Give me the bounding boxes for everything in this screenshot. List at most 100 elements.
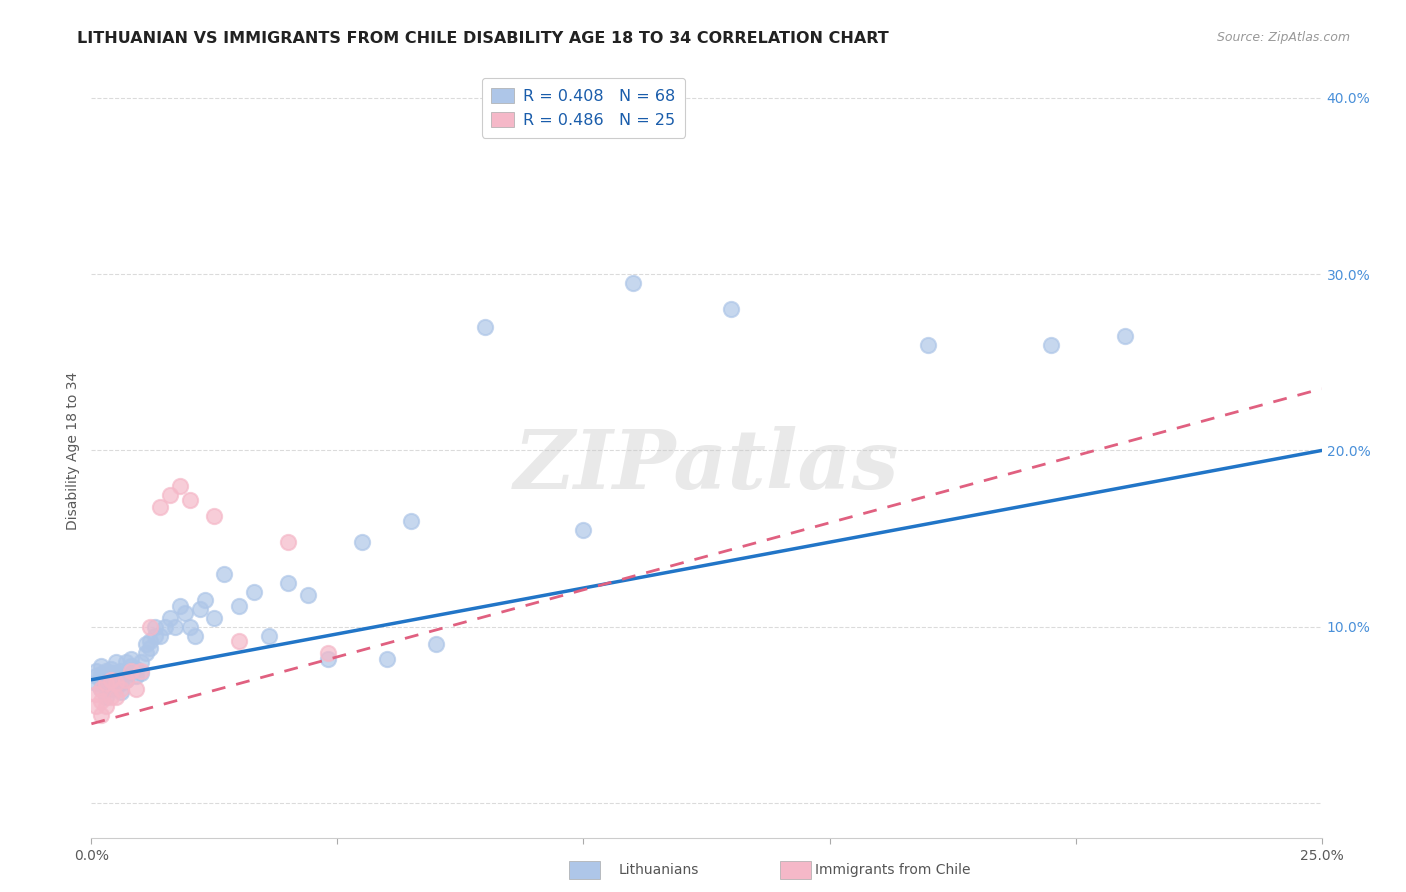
Point: [114, 665, 138, 680]
Point: [297, 588, 319, 602]
Point: [169, 479, 191, 493]
Point: [120, 651, 142, 665]
Point: [1039, 337, 1063, 351]
Point: [100, 665, 122, 680]
Point: [139, 640, 162, 655]
Point: [135, 637, 156, 651]
Point: [145, 629, 166, 643]
Point: [228, 599, 250, 613]
Point: [179, 492, 201, 507]
Point: [149, 629, 172, 643]
Point: [124, 669, 146, 683]
Point: [96, 690, 117, 705]
Text: ZIPatlas: ZIPatlas: [513, 426, 900, 506]
Point: [90, 673, 112, 687]
Point: [110, 685, 132, 699]
Point: [100, 690, 122, 705]
Point: [90, 694, 112, 708]
Point: [86, 664, 108, 678]
Text: LITHUANIAN VS IMMIGRANTS FROM CHILE DISABILITY AGE 18 TO 34 CORRELATION CHART: LITHUANIAN VS IMMIGRANTS FROM CHILE DISA…: [77, 31, 889, 46]
Point: [169, 599, 191, 613]
Point: [100, 669, 122, 683]
Point: [174, 606, 197, 620]
Point: [375, 651, 398, 665]
Point: [129, 665, 152, 680]
Point: [96, 676, 117, 690]
Point: [105, 680, 127, 694]
Legend: R = 0.408   N = 68, R = 0.486   N = 25: R = 0.408 N = 68, R = 0.486 N = 25: [482, 78, 685, 137]
Point: [110, 676, 132, 690]
Y-axis label: Disability Age 18 to 34: Disability Age 18 to 34: [66, 371, 80, 530]
Point: [86, 687, 108, 701]
Point: [105, 673, 127, 687]
Point: [139, 620, 162, 634]
Point: [1114, 328, 1136, 343]
Point: [114, 673, 138, 687]
Point: [135, 646, 156, 660]
Point: [110, 681, 132, 696]
Point: [124, 662, 146, 676]
Point: [153, 620, 177, 634]
Point: [621, 276, 644, 290]
Point: [105, 676, 127, 690]
Point: [188, 602, 211, 616]
Point: [474, 320, 496, 334]
Point: [277, 575, 299, 590]
Point: [90, 681, 112, 696]
Point: [917, 337, 939, 351]
Point: [257, 629, 280, 643]
Text: Lithuanians: Lithuanians: [619, 863, 699, 877]
Point: [86, 699, 108, 714]
Point: [139, 634, 162, 648]
Point: [114, 655, 138, 669]
Point: [159, 487, 181, 501]
Point: [96, 699, 117, 714]
Point: [86, 669, 108, 683]
Point: [110, 664, 132, 678]
Point: [105, 655, 127, 669]
Text: Immigrants from Chile: Immigrants from Chile: [815, 863, 972, 877]
Point: [149, 500, 172, 514]
Point: [105, 665, 127, 680]
Point: [228, 634, 250, 648]
Point: [163, 620, 186, 634]
Point: [145, 620, 166, 634]
Point: [105, 690, 127, 705]
Point: [90, 667, 112, 681]
Point: [425, 637, 447, 651]
Point: [129, 664, 152, 678]
Point: [90, 658, 112, 673]
Point: [316, 646, 339, 660]
Point: [202, 508, 225, 523]
Point: [193, 593, 217, 607]
Point: [720, 302, 742, 317]
Point: [120, 658, 142, 673]
Point: [90, 681, 112, 696]
Point: [124, 681, 146, 696]
Point: [90, 708, 112, 723]
Point: [129, 655, 152, 669]
Point: [114, 673, 138, 687]
Point: [183, 629, 207, 643]
Point: [277, 535, 299, 549]
Point: [242, 584, 264, 599]
Point: [100, 673, 122, 687]
Point: [352, 535, 374, 549]
Point: [96, 676, 117, 690]
Point: [212, 566, 235, 581]
Text: Source: ZipAtlas.com: Source: ZipAtlas.com: [1216, 31, 1350, 45]
Point: [110, 669, 132, 683]
Point: [159, 611, 181, 625]
Point: [86, 676, 108, 690]
Point: [100, 676, 122, 690]
Point: [96, 669, 117, 683]
Point: [572, 523, 595, 537]
Point: [100, 662, 122, 676]
Point: [399, 514, 422, 528]
Point: [100, 681, 122, 696]
Point: [316, 651, 339, 665]
Point: [120, 664, 142, 678]
Point: [179, 620, 201, 634]
Point: [96, 664, 117, 678]
Point: [202, 611, 225, 625]
